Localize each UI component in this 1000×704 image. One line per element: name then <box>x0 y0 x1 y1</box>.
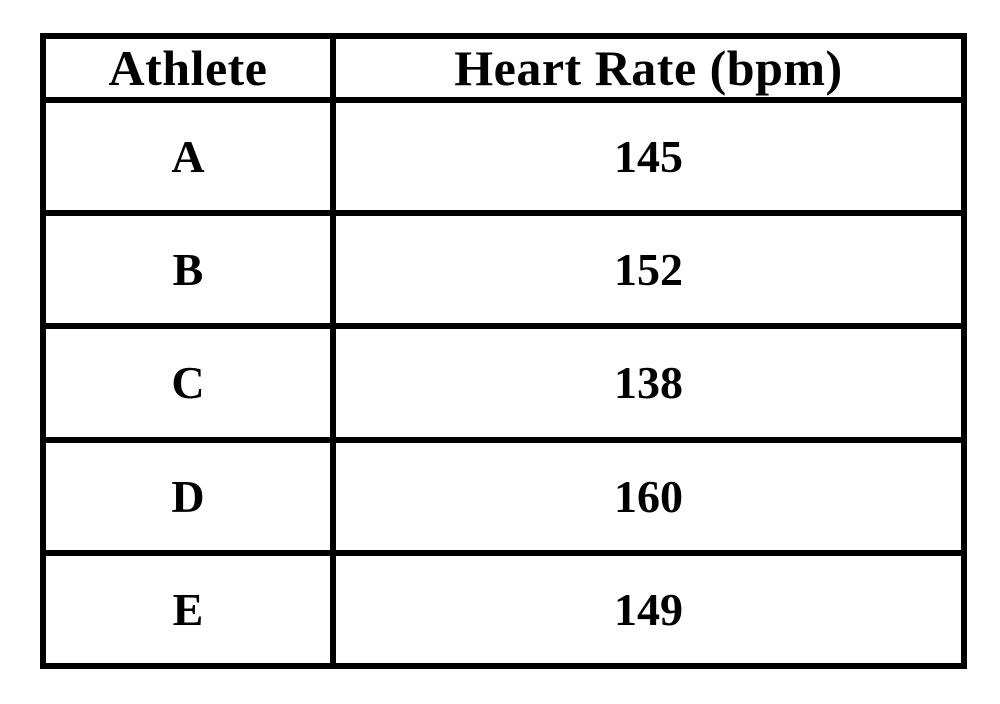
table-header-row: Athlete Heart Rate (bpm) <box>40 33 967 103</box>
column-header-heart-rate: Heart Rate (bpm) <box>330 33 967 103</box>
heart-rate-cell: 145 <box>330 96 967 217</box>
athlete-cell: D <box>40 436 336 556</box>
column-header-athlete: Athlete <box>40 33 336 103</box>
table-row: E 149 <box>40 549 967 670</box>
athlete-cell: A <box>40 96 336 217</box>
heart-rate-cell: 160 <box>330 436 967 556</box>
athlete-cell: B <box>40 210 336 330</box>
heart-rate-cell: 138 <box>330 323 967 443</box>
heart-rate-table: Athlete Heart Rate (bpm) A 145 B 152 C 1… <box>40 33 967 670</box>
table-row: B 152 <box>40 210 967 330</box>
table-row: C 138 <box>40 323 967 443</box>
table-row: A 145 <box>40 96 967 217</box>
table-row: D 160 <box>40 436 967 556</box>
heart-rate-cell: 149 <box>330 549 967 670</box>
athlete-cell: E <box>40 549 336 670</box>
athlete-cell: C <box>40 323 336 443</box>
heart-rate-cell: 152 <box>330 210 967 330</box>
